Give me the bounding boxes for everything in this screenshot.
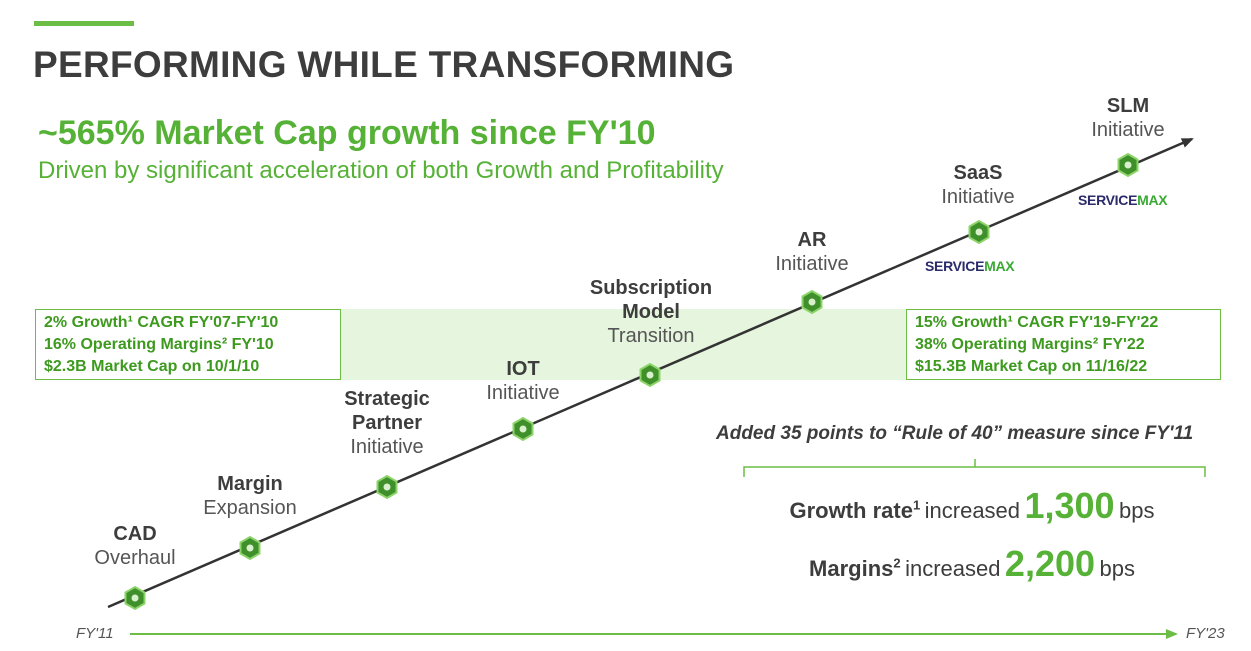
milestone-saas: SaaS Initiative [941, 161, 1014, 209]
page-title: PERFORMING WHILE TRANSFORMING [33, 44, 735, 85]
milestone-node-iot [512, 416, 534, 442]
timeline-start-label: FY'11 [76, 625, 114, 642]
margins-label: Margins [809, 556, 894, 581]
milestone-node-cad [124, 585, 146, 611]
headline: ~565% Market Cap growth since FY'10 [38, 114, 656, 152]
milestone-node-saas [968, 219, 990, 245]
milestone-name: IOT [506, 358, 540, 380]
servicemax-logo-slm: SERVICEMAX [1078, 192, 1168, 208]
margins-value: 2,200 [1004, 543, 1096, 584]
milestone-cad: CAD Overhaul [94, 522, 175, 570]
milestone-node-ar [801, 289, 823, 315]
milestone-desc: Initiative [350, 436, 424, 458]
milestone-strategic-partner: Strategic Partner Initiative [322, 387, 452, 459]
timeline-end-label: FY'23 [1186, 625, 1225, 642]
milestone-node-slm [1117, 152, 1139, 178]
milestone-slm: SLM Initiative [1091, 94, 1164, 142]
milestone-node-margin [239, 535, 261, 561]
milestone-desc: Initiative [941, 186, 1015, 208]
accent-bar [34, 21, 134, 26]
milestone-name: CAD [113, 523, 157, 545]
servicemax-logo-saas: SERVICEMAX [925, 258, 1015, 274]
milestone-iot: IOT Initiative [486, 357, 559, 405]
fy22-marketcap-stat: $15.3B Market Cap on 11/16/22 [915, 358, 1148, 375]
milestone-desc: Initiative [775, 253, 849, 275]
milestone-desc: Initiative [486, 382, 560, 404]
milestone-subscription: Subscription Model Transition [576, 276, 726, 348]
milestone-ar: AR Initiative [775, 228, 848, 276]
fy22-margin-stat: 38% Operating Margins² FY'22 [915, 336, 1145, 353]
growth-rate-label: Growth rate [789, 498, 913, 523]
subheadline: Driven by significant acceleration of bo… [38, 157, 724, 184]
milestone-desc: Initiative [1091, 119, 1165, 141]
milestone-name: AR [797, 229, 827, 251]
milestone-node-strategic-partner [376, 474, 398, 500]
highlight-band [340, 309, 910, 380]
milestone-name: Subscription Model [589, 277, 713, 323]
bracket [743, 459, 1206, 477]
milestone-node-subscription [639, 362, 661, 388]
milestone-desc: Overhaul [94, 547, 176, 569]
fy22-stats-box: 15% Growth¹ CAGR FY'19-FY'22 38% Operati… [906, 309, 1221, 380]
rule-of-40-title: Added 35 points to “Rule of 40” measure … [716, 423, 1194, 444]
fy22-growth-stat: 15% Growth¹ CAGR FY'19-FY'22 [915, 314, 1159, 331]
growth-rate-value: 1,300 [1024, 485, 1115, 526]
milestone-name: Strategic Partner [344, 388, 430, 434]
milestone-name: SaaS [953, 162, 1003, 184]
fy10-stats-box: 2% Growth¹ CAGR FY'07-FY'10 16% Operatin… [35, 309, 341, 380]
fy10-growth-stat: 2% Growth¹ CAGR FY'07-FY'10 [44, 314, 279, 331]
margins-metric: Margins2 increased 2,200 bps [809, 543, 1135, 584]
growth-rate-metric: Growth rate1 increased 1,300 bps [789, 485, 1155, 526]
fy10-margin-stat: 16% Operating Margins² FY'10 [44, 336, 274, 353]
milestone-margin: Margin Expansion [203, 472, 296, 520]
milestone-desc: Expansion [203, 497, 297, 519]
milestone-desc: Transition [607, 325, 695, 347]
milestone-name: Margin [217, 473, 283, 495]
milestone-name: SLM [1106, 95, 1150, 117]
fy10-marketcap-stat: $2.3B Market Cap on 10/1/10 [44, 358, 260, 375]
